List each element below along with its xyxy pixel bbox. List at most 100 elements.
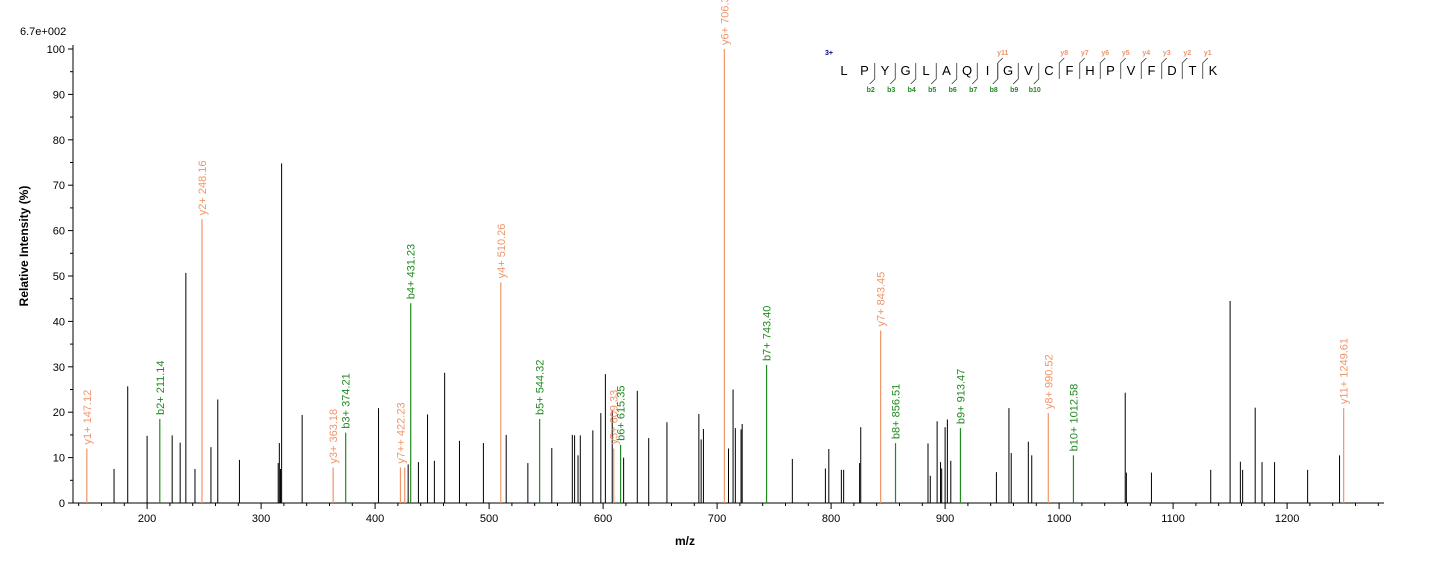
y-cleavage-mark [997, 57, 1004, 79]
y-ion-label: y4 [1142, 50, 1150, 57]
x-tick-label: 1100 [1161, 513, 1185, 525]
y-tick-label: 100 [47, 44, 65, 56]
b-cleavage-mark [951, 63, 958, 85]
y-ion-peak-label: y6+ 706.38 [719, 0, 731, 45]
y-cleavage-mark [1140, 57, 1147, 79]
y-cleavage-mark [1181, 57, 1188, 79]
y-cleavage-mark [1202, 57, 1209, 79]
axes: 0 10 20 30 40 50 60 70 80 90 100 200 300 400 500 600 700… [47, 44, 1384, 525]
residue: L [922, 63, 929, 78]
y-cleavage-mark [1099, 57, 1106, 79]
residue: Q [962, 63, 972, 78]
y-tick-label: 90 [53, 89, 65, 101]
b-ion-label: b5 [928, 87, 936, 94]
y-ion-label: y1 [1204, 50, 1212, 57]
x-tick-label: 800 [822, 513, 840, 525]
b-ion-label: b7 [969, 87, 977, 94]
residue: P [1106, 63, 1115, 78]
y-ion-label: y7 [1081, 50, 1089, 57]
x-tick-label: 500 [480, 513, 498, 525]
residue: I [986, 63, 990, 78]
y-tick-label: 10 [53, 453, 65, 465]
b-ion-label: b8 [990, 87, 998, 94]
residue: V [1024, 63, 1033, 78]
b-ion-peak-label: b5+ 544.32 [535, 360, 547, 415]
peptide-sequence: 3+L P Y G L A Q I G V C F H P V F D T Kb2 b3 b4 b5 b6 b7 b8 b9 b10… [825, 50, 1218, 94]
residue: F [1066, 63, 1074, 78]
residue: A [942, 63, 951, 78]
x-tick-label: 700 [708, 513, 726, 525]
y-tick-label: 0 [59, 498, 65, 510]
residue: T [1189, 63, 1197, 78]
b-ion-peak-label: b7+ 743.40 [762, 306, 774, 361]
x-tick-label: 900 [936, 513, 954, 525]
b-ion-label: b2 [867, 87, 875, 94]
residue: P [860, 63, 869, 78]
residue: D [1167, 63, 1176, 78]
x-tick-label: 600 [594, 513, 612, 525]
y-tick-label: 40 [53, 316, 65, 328]
x-tick-label: 1000 [1047, 513, 1071, 525]
y-ion-peak-label: y4+ 510.26 [496, 224, 508, 279]
y-ion-peak-label: y11+ 1249.61 [1339, 338, 1351, 404]
residue: L [840, 63, 847, 78]
b-cleavage-mark [971, 63, 978, 85]
charge-state: 3+ [825, 50, 833, 57]
b-cleavage-mark [889, 63, 896, 85]
x-tick-label: 400 [366, 513, 384, 525]
b-cleavage-mark [992, 63, 999, 85]
x-tick-label: 300 [252, 513, 270, 525]
b-ion-label: b6 [949, 87, 957, 94]
residue: G [900, 63, 910, 78]
y-cleavage-mark [1079, 57, 1086, 79]
residue: H [1085, 63, 1094, 78]
y-ion-peak-label: y3+ 363.18 [328, 409, 340, 464]
y-axis-label: Relative Intensity (%) [17, 186, 31, 307]
b-ion-peak-label: b9+ 913.47 [955, 369, 967, 424]
b-ion-peak-label: b2+ 211.14 [155, 360, 167, 415]
y-tick-label: 20 [53, 407, 65, 419]
y-tick-label: 60 [53, 226, 65, 238]
b-cleavage-mark [1012, 63, 1019, 85]
y-ion-peak-label: y7+ 843.45 [876, 272, 888, 327]
residue: K [1209, 63, 1218, 78]
y-ion-label: y6 [1101, 50, 1109, 57]
b-cleavage-mark [930, 63, 937, 85]
y-ion-peak-label: y2+ 248.16 [197, 161, 209, 216]
residue: V [1127, 63, 1136, 78]
y-tick-label: 80 [53, 135, 65, 147]
b-ion-label: b10 [1029, 87, 1041, 94]
x-tick-label: 1200 [1275, 513, 1299, 525]
y-tick-label: 50 [53, 271, 65, 283]
b-ion-peak-label: b4+ 431.23 [406, 244, 418, 299]
y-ion-label: y5 [1122, 50, 1130, 57]
y-ion-peak-label: y8+ 990.52 [1043, 354, 1055, 409]
y-ion-label: y3 [1163, 50, 1171, 57]
b-ion-peak-label: b8+ 856.51 [891, 384, 903, 439]
b-ion-peak-label: b10+ 1012.58 [1068, 384, 1080, 452]
residue: C [1044, 63, 1053, 78]
peaks: y1+ 147.12 y2+ 248.16 y3+ 363.18 y7++ 422.2… [82, 0, 1351, 503]
residue: Y [881, 63, 890, 78]
b-cleavage-mark [1033, 63, 1040, 85]
b-cleavage-mark [910, 63, 917, 85]
y-tick-label: 70 [53, 180, 65, 192]
y-ion-peak-label: y5+ 609.33 [609, 390, 621, 445]
b-ion-label: b3 [887, 87, 895, 94]
y-cleavage-mark [1058, 57, 1065, 79]
b-ion-peak-label: b3+ 374.21 [341, 373, 353, 428]
b-ion-label: b4 [908, 87, 916, 94]
residue: F [1148, 63, 1156, 78]
x-axis-label: m/z [675, 534, 695, 548]
y-ion-label: y2 [1183, 50, 1191, 57]
y-ion-peak-label: y1+ 147.12 [82, 390, 94, 445]
y-ion-label: y11 [997, 50, 1008, 57]
y-cleavage-mark [1120, 57, 1127, 79]
y-cleavage-mark [1161, 57, 1168, 79]
residue: G [1003, 63, 1013, 78]
y-ion-peak-label: y7++ 422.23 [395, 402, 407, 463]
max-intensity-label: 6.7e+002 [20, 26, 66, 38]
b-ion-label: b9 [1010, 87, 1018, 94]
b-cleavage-mark [869, 63, 876, 85]
y-tick-label: 30 [53, 362, 65, 374]
